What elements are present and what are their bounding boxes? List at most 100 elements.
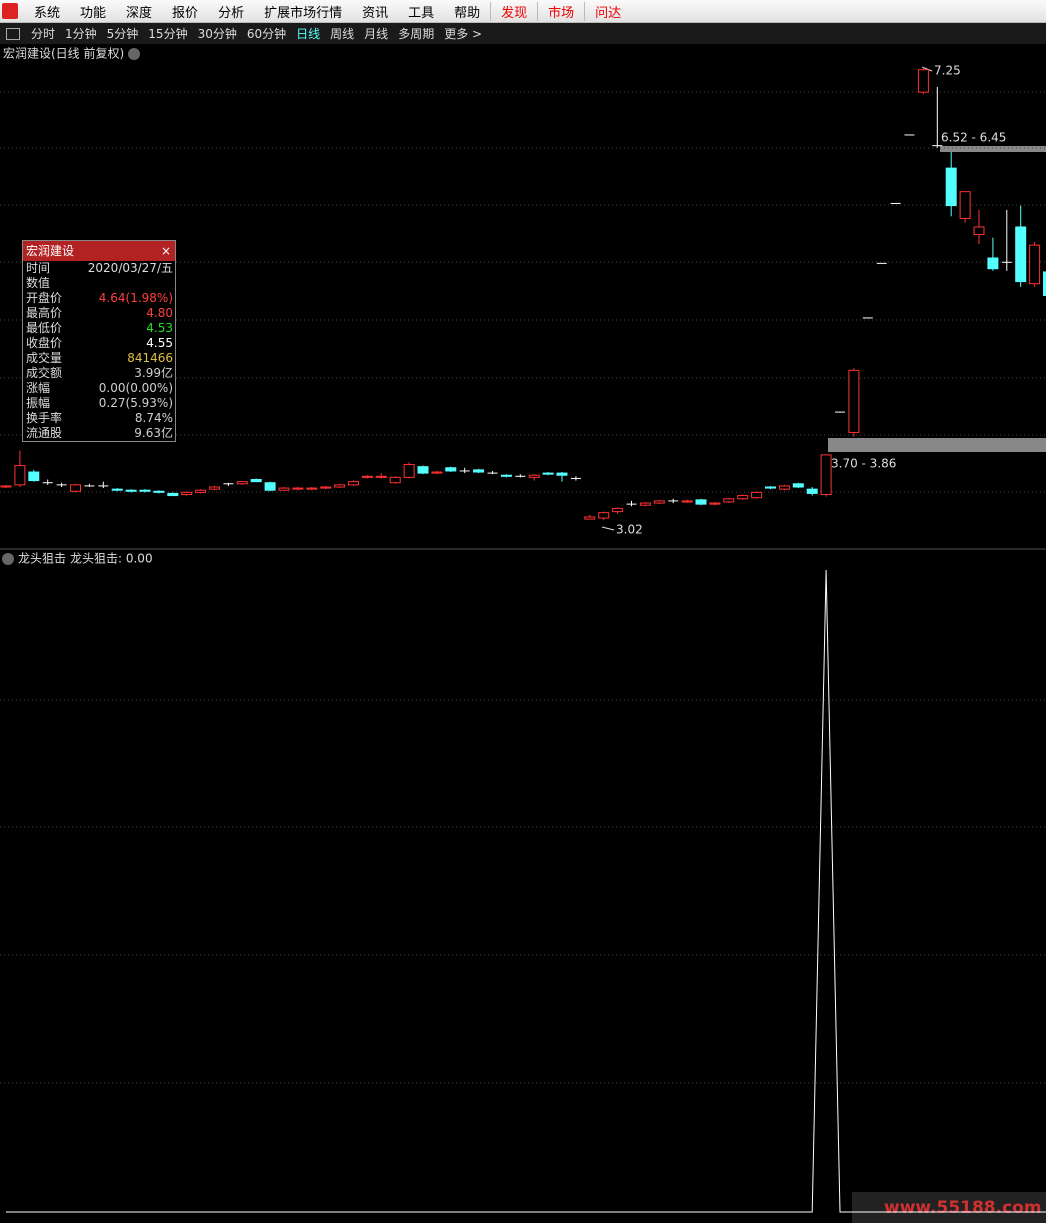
info-row: 换手率 8.74% (23, 411, 175, 426)
candle-body (375, 475, 387, 478)
watermark-box (852, 1192, 1046, 1223)
background (0, 44, 1046, 1223)
info-row: 最高价 4.80 (23, 306, 175, 321)
candle-body (542, 472, 554, 475)
candle-body (320, 486, 332, 489)
close-button[interactable]: × (160, 244, 171, 258)
info-label: 最低价 (26, 321, 63, 335)
candle-body (848, 369, 860, 433)
period-tab[interactable]: 60分钟 (246, 27, 287, 41)
candle-body (500, 474, 512, 477)
chart-title: 宏润建设(日线 前复权) (3, 46, 124, 61)
candle-body (361, 475, 373, 478)
candle-body (0, 485, 12, 488)
menu-item[interactable]: 扩展市场行情 (264, 5, 343, 21)
menu-item[interactable]: 分析 (218, 5, 245, 21)
candle-body (153, 490, 165, 493)
candle-body (389, 476, 401, 484)
info-value: 2020/03/27/五 (87, 261, 173, 275)
menu-item[interactable]: 帮助 (454, 5, 481, 21)
candle-body (236, 481, 248, 485)
menu-item[interactable]: 深度 (126, 5, 153, 21)
menu-item[interactable]: 市场 (537, 1, 584, 21)
menu-item[interactable]: 报价 (172, 5, 199, 21)
gap-band (828, 438, 1046, 452)
candle-body (1043, 271, 1046, 296)
candle-body (584, 516, 596, 520)
menu-bar: 系统 功能 深度 报价 分析 扩展市场行情 资讯 工具 帮助 发现 市场 问达 (0, 0, 1046, 23)
candle-body (945, 167, 957, 207)
candle-body (681, 500, 693, 503)
menu-item[interactable]: 工具 (408, 5, 435, 21)
info-title: 宏润建设 (26, 244, 75, 258)
candle-body (181, 491, 193, 495)
dropdown-icon[interactable] (128, 48, 140, 60)
high-annotation: 7.25 (934, 64, 961, 78)
period-tab[interactable]: 更多 > (444, 27, 483, 41)
menu-item[interactable]: 系统 (34, 5, 61, 21)
info-row: 成交量 841466 (23, 351, 175, 366)
info-row: 振幅 0.27(5.93%) (23, 396, 175, 411)
candle-body (111, 488, 123, 491)
candle-body (695, 499, 707, 505)
candle-body (14, 465, 26, 486)
period-tab[interactable]: 周线 (330, 27, 355, 41)
candle-body (792, 483, 804, 488)
candle-body (431, 471, 443, 474)
candle-body (306, 487, 318, 490)
info-row: 流通股 9.63亿 (23, 426, 175, 441)
period-tab[interactable]: 月线 (364, 27, 389, 41)
info-label: 最高价 (26, 306, 63, 320)
info-value: 841466 (127, 351, 173, 365)
info-label: 时间 (26, 261, 51, 275)
candle-body (195, 489, 207, 493)
candle-body (987, 257, 999, 270)
period-tab[interactable]: 5分钟 (106, 27, 139, 41)
menu-item[interactable]: 功能 (80, 5, 107, 21)
period-tab[interactable]: 分时 (31, 27, 56, 41)
dropdown-icon[interactable] (2, 553, 14, 565)
info-value: 0.00(0.00%) (98, 381, 173, 395)
toggle-icon[interactable] (6, 27, 20, 40)
candle-body (917, 69, 929, 93)
menu-item[interactable]: 发现 (490, 1, 537, 21)
period-tab[interactable]: 多周期 (398, 27, 435, 41)
candle-body (334, 484, 346, 488)
candle-body (723, 498, 735, 503)
period-tab[interactable]: 15分钟 (148, 27, 188, 41)
candle-body (737, 495, 749, 500)
info-value: 4.53 (146, 321, 173, 335)
candle-body (473, 469, 485, 473)
candle-body (70, 484, 81, 492)
candle-body (139, 489, 151, 492)
info-row: 涨幅 0.00(0.00%) (23, 381, 175, 396)
info-row: 收盘价 4.55 (23, 336, 175, 351)
info-label: 涨幅 (26, 381, 51, 395)
gap-label: 6.52 - 6.45 (941, 131, 1006, 145)
menu-item[interactable]: 资讯 (362, 5, 389, 21)
menu-item[interactable]: 问达 (584, 1, 631, 21)
info-value: 8.74% (134, 411, 173, 425)
candle-body (250, 479, 262, 483)
low-annotation: 3.02 (616, 523, 643, 537)
candle-body (751, 491, 763, 499)
info-label: 数值 (26, 276, 51, 290)
info-label: 收盘价 (26, 336, 63, 350)
candle-body (820, 454, 832, 495)
info-panel: 宏润建设 × 时间 2020/03/27/五 数值 开盘价 4.64(1.98%) 最高价 4… (22, 240, 176, 442)
info-value: 9.63亿 (134, 426, 173, 440)
period-tab[interactable]: 30分钟 (197, 27, 237, 41)
info-label: 成交额 (26, 366, 63, 380)
period-tab[interactable]: 1分钟 (65, 27, 97, 41)
candle-body (278, 487, 290, 491)
gap-label: 3.70 - 3.86 (831, 457, 896, 471)
period-tab[interactable]: 日线 (296, 27, 321, 41)
info-value: 0.27(5.93%) (98, 396, 173, 410)
candle-body (403, 464, 415, 478)
candle-body (348, 481, 359, 486)
indicator-title: 龙头狙击 (18, 552, 66, 566)
info-row: 数值 (23, 276, 175, 291)
candle-body (639, 502, 651, 506)
candle-body (292, 487, 304, 490)
